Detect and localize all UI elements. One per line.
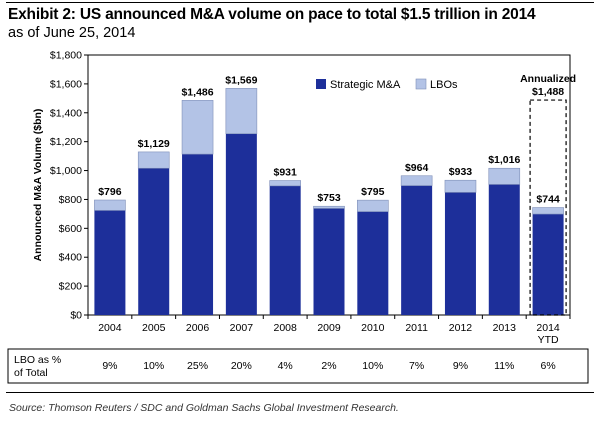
bar-strategic-ma (269, 185, 301, 315)
y-tick-label: $800 (59, 194, 83, 206)
x-tick-label: 2005 (142, 322, 166, 334)
bar-strategic-ma (488, 184, 520, 315)
annualized-value: $1,488 (532, 86, 564, 98)
table-cell: 20% (231, 360, 252, 372)
annualized-box (529, 99, 567, 316)
bar-lbo (313, 205, 345, 209)
x-tick-label: 2007 (230, 322, 254, 334)
y-tick-label: $1,200 (50, 136, 82, 148)
bar-strategic-ma (138, 168, 170, 315)
x-tick-label: 2009 (317, 322, 341, 334)
y-tick-label: $1,000 (50, 165, 82, 177)
y-tick-label: $0 (70, 310, 82, 322)
data-label-total: $753 (317, 192, 341, 204)
table-cell: 10% (143, 360, 164, 372)
bar-lbo (488, 167, 521, 185)
bar-lbo (400, 175, 433, 186)
bar-strategic-ma (444, 192, 476, 315)
legend-label-lbo: LBOs (430, 79, 458, 91)
data-label-total: $795 (361, 186, 385, 198)
data-label-total: $1,016 (488, 154, 520, 166)
table-cell: 6% (540, 360, 555, 372)
data-label-total: $1,569 (225, 74, 257, 86)
table-cell: 10% (362, 360, 383, 372)
y-tick-label: $200 (59, 281, 83, 293)
x-tick-label: 2013 (493, 322, 517, 334)
lbo-share-table (7, 348, 589, 384)
bar-lbo (444, 179, 477, 193)
bar-strategic-ma (357, 211, 389, 315)
table-row-label: LBO as % (14, 354, 61, 366)
annualized-label: Annualized (520, 73, 576, 85)
y-tick-label: $1,400 (50, 107, 82, 119)
bar-lbo (94, 199, 126, 211)
y-axis-label: Announced M&A Volume ($bn) (32, 109, 44, 262)
bar-lbo (137, 151, 170, 169)
source-rule (6, 392, 594, 393)
table-cell: 7% (409, 360, 424, 372)
table-cell: 25% (187, 360, 208, 372)
y-tick-label: $1,800 (50, 50, 82, 62)
bar-strategic-ma (532, 214, 564, 315)
y-tick-label: $400 (59, 252, 83, 264)
table-cell: 9% (453, 360, 468, 372)
data-label-total: $933 (449, 166, 473, 178)
chart-subtitle: as of June 25, 2014 (8, 25, 136, 41)
bar-lbo (181, 100, 214, 155)
bar-strategic-ma (94, 210, 126, 315)
legend-swatch-lbo (415, 78, 427, 90)
table-cell: 11% (494, 360, 514, 372)
bar-lbo (532, 207, 564, 215)
y-tick-label: $1,600 (50, 78, 82, 90)
data-label-total: $931 (274, 167, 298, 179)
table-row-label: of Total (14, 367, 48, 379)
chart-title: Exhibit 2: US announced M&A volume on pa… (8, 6, 536, 23)
bar-strategic-ma (401, 185, 433, 315)
source-note: Source: Thomson Reuters / SDC and Goldma… (9, 402, 399, 414)
bar-strategic-ma (313, 208, 345, 315)
data-label-total: $964 (405, 162, 429, 174)
bar-lbo (225, 88, 258, 135)
legend-label-strategic-ma: Strategic M&A (330, 79, 401, 91)
data-label-total: $796 (98, 186, 122, 198)
data-label-total: $744 (536, 194, 560, 206)
table-cell: 9% (102, 360, 117, 372)
bar-lbo (269, 180, 301, 187)
x-tick-label: 2014 (536, 322, 560, 334)
bar-strategic-ma (225, 133, 257, 315)
x-tick-sublabel: YTD (538, 334, 559, 346)
bar-lbo (357, 199, 389, 212)
bar-strategic-ma (182, 154, 214, 315)
x-tick-label: 2011 (405, 322, 428, 334)
data-label-total: $1,486 (181, 86, 213, 98)
top-rule (6, 2, 594, 3)
legend-swatch-strategic-ma (316, 79, 326, 89)
table-cell: 2% (321, 360, 336, 372)
table-cell: 4% (278, 360, 293, 372)
y-tick-label: $600 (59, 223, 83, 235)
data-label-total: $1,129 (138, 138, 170, 150)
x-tick-label: 2006 (186, 322, 210, 334)
x-tick-label: 2012 (449, 322, 473, 334)
x-tick-label: 2004 (98, 322, 122, 334)
x-tick-label: 2010 (361, 322, 385, 334)
x-tick-label: 2008 (274, 322, 298, 334)
